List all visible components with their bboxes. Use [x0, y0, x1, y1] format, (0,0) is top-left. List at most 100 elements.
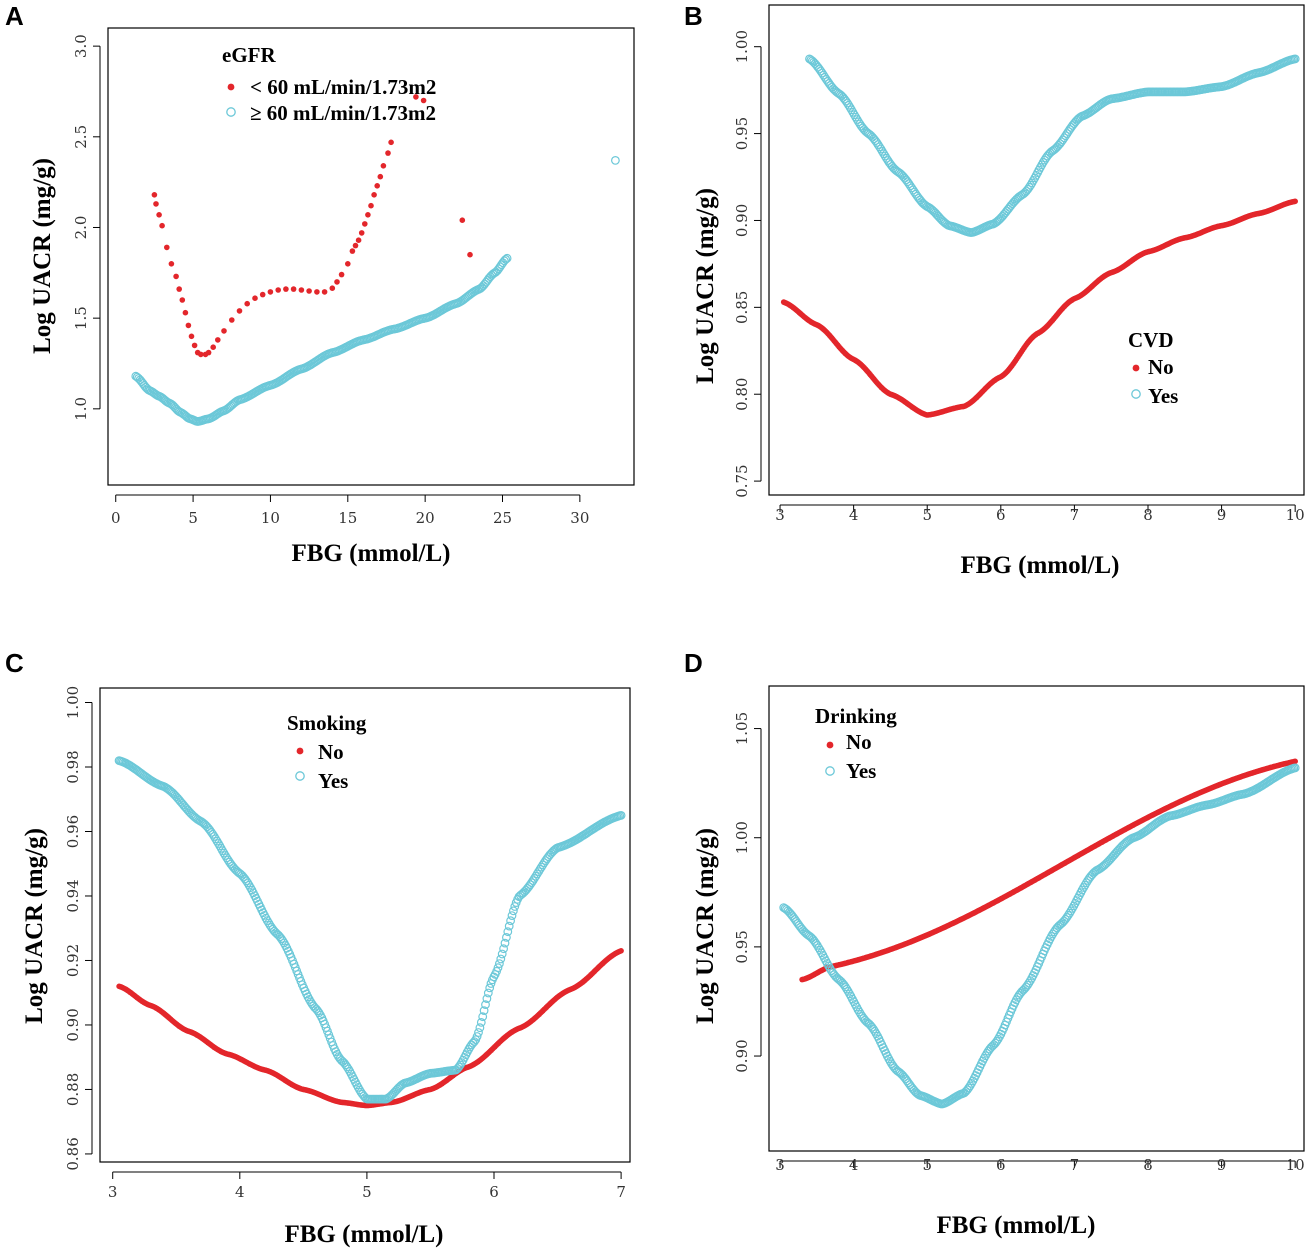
panel-b-y-tick-label: 0.90 — [733, 204, 751, 237]
panel-c-y-tick-label: 0.86 — [64, 1137, 82, 1170]
panel-c-x-tick-label: 7 — [616, 1183, 626, 1201]
data-point — [209, 832, 219, 841]
data-point — [355, 237, 362, 243]
data-point — [349, 248, 356, 254]
panel-d-x-axis: 3 4 5 6 7 8 9 10 — [775, 1156, 1304, 1174]
data-point — [314, 289, 320, 295]
panel-a-legend-label-1: ≥ 60 mL/min/1.73m2 — [250, 101, 436, 125]
panel-b-x-tick-label: 5 — [922, 506, 932, 524]
data-point — [365, 212, 371, 218]
data-point — [992, 1036, 1002, 1046]
data-point — [877, 146, 887, 156]
data-point — [1023, 980, 1032, 990]
panel-d-y-axis-title: Log UACR (mg/g) — [692, 828, 719, 1024]
data-point — [385, 150, 391, 156]
data-point — [869, 1024, 878, 1034]
panel-b: B 3 4 5 6 7 8 9 10 0.75 0.80 0.85 0.90 0.95 1.00 FBG… — [684, 1, 1305, 579]
panel-b-y-axis-title: Log UACR (mg/g) — [692, 188, 719, 384]
data-point — [499, 944, 509, 954]
panel-b-x-tick-label: 6 — [996, 506, 1006, 524]
panel-b-plot-frame — [768, 4, 1305, 496]
panel-b-legend-label-1: Yes — [1148, 384, 1178, 408]
panel-b-series-filled — [780, 198, 1298, 418]
panel-c-series-open — [114, 756, 626, 1104]
data-point — [215, 337, 221, 343]
panel-c-y-tick-label: 0.94 — [64, 879, 82, 912]
data-point — [474, 1028, 483, 1037]
panel-c-plot-frame — [99, 687, 631, 1163]
panel-d-legend-marker-1 — [825, 766, 835, 776]
data-point — [501, 254, 511, 264]
data-point — [467, 251, 473, 258]
data-point — [1026, 180, 1035, 190]
data-point — [153, 201, 159, 207]
panel-c-series-filled — [116, 948, 624, 1109]
data-point — [531, 871, 541, 881]
data-point — [176, 286, 182, 292]
panel-b-x-tick-label: 8 — [1143, 506, 1153, 524]
panel-c-legend-label-0: No — [318, 740, 344, 764]
data-point — [290, 286, 297, 292]
data-point — [1024, 978, 1034, 988]
data-point — [475, 1023, 485, 1033]
data-point — [611, 155, 620, 165]
data-point — [229, 317, 235, 323]
panel-c-y-axis: 0.86 0.88 0.90 0.92 0.94 0.96 0.98 1.00 — [64, 686, 93, 1171]
data-point — [469, 1037, 479, 1046]
panel-a-y-tick-label: 1.5 — [72, 306, 90, 330]
panel-c-x-axis: 3 4 5 6 7 — [108, 1171, 626, 1201]
panel-d-y-tick-label: 1.05 — [733, 712, 751, 745]
panel-c-legend-marker-1 — [295, 771, 305, 781]
data-point — [244, 300, 250, 307]
data-point — [483, 988, 493, 998]
data-point — [338, 271, 345, 278]
data-point — [236, 308, 243, 314]
panel-b-x-tick-label: 4 — [849, 506, 859, 524]
panel-a-x-tick-label: 20 — [416, 509, 435, 527]
data-point — [334, 279, 340, 285]
panel-b-x-tick-label: 9 — [1217, 506, 1227, 524]
panel-c-y-tick-label: 0.92 — [64, 944, 82, 977]
panel-b-y-tick-label: 1.00 — [733, 30, 751, 63]
data-point — [496, 954, 506, 964]
panel-a-series-open — [131, 155, 620, 426]
panel-a-plot-frame — [107, 27, 635, 486]
data-point — [275, 287, 282, 293]
data-point — [1024, 182, 1034, 192]
data-point — [502, 933, 511, 942]
panel-d-plot-frame — [768, 685, 1305, 1152]
data-point — [420, 97, 427, 104]
panel-d-x-tick-label: 7 — [1070, 1156, 1080, 1174]
data-point — [481, 1000, 490, 1009]
panel-c-legend-marker-0 — [296, 747, 304, 755]
data-point — [1048, 929, 1058, 939]
panel-a-x-tick-label: 25 — [493, 509, 512, 527]
panel-d-x-tick-label: 6 — [996, 1156, 1006, 1174]
data-point — [476, 1018, 486, 1027]
data-point — [222, 853, 232, 863]
data-point — [854, 117, 863, 127]
panel-d-x-tick-label: 4 — [849, 1156, 859, 1174]
data-point — [362, 221, 368, 227]
data-point — [342, 1062, 352, 1072]
panel-d-x-axis-title: FBG (mmol/L) — [936, 1212, 1095, 1239]
panel-c-letter: C — [5, 648, 24, 678]
panel-d-x-tick-label: 5 — [922, 1156, 932, 1174]
panel-d-legend: Drinking No Yes — [815, 704, 897, 783]
data-point — [168, 261, 175, 267]
panel-a-y-tick-label: 2.5 — [72, 125, 90, 149]
data-point — [510, 902, 520, 911]
data-point — [1062, 913, 1072, 922]
data-point — [185, 322, 192, 329]
panel-a-y-tick-label: 3.0 — [72, 34, 90, 58]
panel-a-legend-marker-1 — [226, 107, 236, 117]
panel-d-series-open — [779, 763, 1300, 1109]
panel-a-series-filled — [151, 94, 473, 358]
data-point — [241, 876, 251, 886]
data-point — [530, 874, 539, 883]
data-point — [454, 1062, 464, 1072]
data-point — [538, 860, 548, 870]
data-point — [500, 938, 510, 948]
data-point — [842, 984, 852, 994]
data-point — [855, 1007, 864, 1017]
